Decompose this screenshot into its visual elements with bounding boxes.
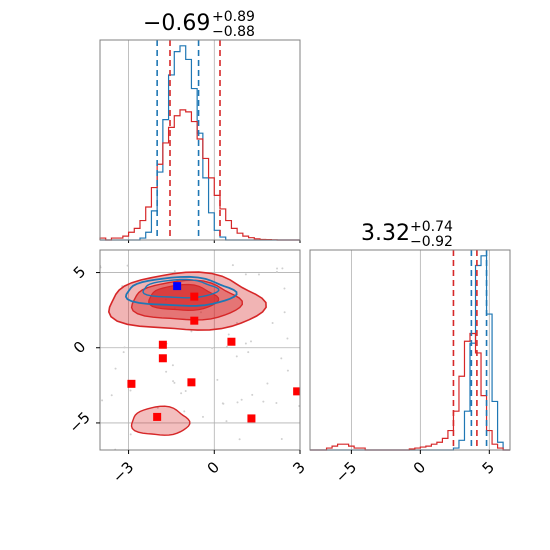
- faint-sample-point: [183, 410, 186, 413]
- red-square-marker: [187, 378, 196, 387]
- contour-blue-outer: [124, 275, 238, 307]
- red-square-marker: [227, 337, 236, 346]
- faint-sample-point: [240, 398, 243, 401]
- red-square-marker: [158, 354, 167, 363]
- faint-sample-point: [262, 400, 265, 403]
- red-square-marker: [153, 412, 162, 421]
- faint-sample-point: [235, 355, 238, 358]
- faint-sample-point: [271, 321, 274, 324]
- faint-sample-point: [216, 378, 219, 381]
- red-square-marker: [293, 387, 300, 396]
- faint-sample-point: [275, 270, 278, 273]
- y-tick-label: 0: [70, 338, 89, 357]
- faint-sample-point: [283, 311, 286, 314]
- faint-sample-point: [173, 381, 176, 384]
- faint-sample-point: [227, 333, 230, 336]
- histogram-param-2-panel: −5 0 5: [309, 249, 511, 486]
- faint-sample-point: [122, 351, 125, 354]
- title-2-minus: −0.92: [410, 234, 453, 250]
- faint-sample-point: [126, 264, 129, 267]
- faint-sample-point: [225, 345, 228, 348]
- faint-sample-point: [275, 401, 278, 404]
- faint-sample-point: [280, 438, 283, 441]
- faint-sample-point: [201, 415, 204, 418]
- faint-sample-point: [129, 389, 132, 392]
- title-param-2: 3.32 +0.74 −0.92: [361, 219, 453, 250]
- title-1-plus: +0.89: [212, 9, 255, 25]
- faint-sample-point: [238, 438, 241, 441]
- faint-sample-point: [236, 401, 239, 404]
- red-square-marker: [127, 379, 136, 388]
- faint-sample-point: [180, 392, 183, 395]
- faint-sample-point: [222, 402, 225, 405]
- y-tick-label: −5: [65, 408, 93, 436]
- faint-sample-point: [266, 382, 269, 385]
- faint-sample-point: [250, 340, 253, 343]
- histogram-blue-series: [100, 45, 300, 241]
- histogram-red-series: [310, 332, 510, 451]
- x-tick-label: 3: [289, 458, 308, 477]
- faint-sample-point: [235, 321, 238, 324]
- faint-sample-point: [184, 390, 187, 393]
- faint-sample-point: [286, 337, 289, 340]
- axes-frame-joint: [99, 249, 301, 451]
- x-tick-label: −5: [332, 458, 360, 486]
- histogram-red-series: [99, 109, 300, 241]
- faint-sample-point: [110, 394, 113, 397]
- faint-sample-point: [171, 364, 174, 367]
- y-tick-label: 5: [70, 262, 89, 281]
- title-1-minus: −0.88: [212, 24, 255, 40]
- title-1-value: −0.69: [143, 11, 210, 36]
- title-2-plus: +0.74: [410, 219, 453, 235]
- x-tick-label: 0: [204, 458, 223, 477]
- title-2-value: 3.32: [361, 221, 410, 246]
- faint-sample-point: [283, 287, 286, 290]
- faint-sample-point: [129, 433, 132, 436]
- faint-sample-point: [257, 273, 260, 276]
- faint-sample-point: [114, 367, 117, 370]
- x-tick-label: 0: [410, 458, 429, 477]
- faint-sample-point: [244, 273, 247, 276]
- faint-sample-point: [280, 357, 283, 360]
- axes-frame-right: [309, 249, 511, 451]
- faint-sample-point: [173, 270, 176, 273]
- faint-sample-point: [251, 393, 254, 396]
- faint-sample-point: [165, 370, 168, 373]
- faint-sample-point: [231, 264, 234, 267]
- faint-sample-point: [101, 399, 104, 402]
- title-param-1: −0.69 +0.89 −0.88: [143, 9, 255, 40]
- joint-plot-area: [100, 250, 300, 450]
- contour-blue-inner: [142, 278, 220, 299]
- faint-sample-point: [247, 351, 250, 354]
- faint-sample-point: [281, 267, 284, 270]
- red-square-marker: [190, 316, 199, 325]
- faint-sample-point: [225, 420, 228, 423]
- red-square-marker: [190, 292, 199, 301]
- histogram-param-1-panel: [99, 39, 301, 243]
- red-square-marker: [158, 340, 167, 349]
- faint-sample-point: [276, 267, 279, 270]
- faint-sample-point: [172, 380, 175, 383]
- faint-sample-point: [244, 342, 247, 345]
- faint-sample-point: [199, 311, 202, 314]
- faint-sample-point: [211, 347, 214, 350]
- x-tick-label: 5: [479, 458, 498, 477]
- faint-sample-point: [123, 346, 126, 349]
- axes-frame-top: [99, 39, 301, 241]
- red-square-marker: [247, 414, 256, 423]
- faint-sample-point: [190, 330, 193, 333]
- blue-square-marker: [173, 282, 182, 291]
- joint-scatter-panel: −3 0 3 5 0 −5: [65, 249, 309, 486]
- faint-sample-point: [286, 369, 289, 372]
- x-tick-label: −3: [109, 458, 137, 486]
